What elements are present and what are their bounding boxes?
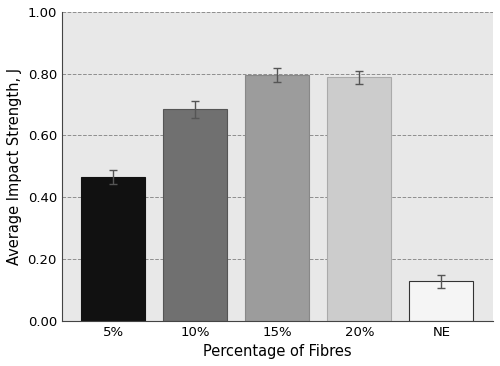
Y-axis label: Average Impact Strength, J: Average Impact Strength, J [7, 68, 22, 265]
X-axis label: Percentage of Fibres: Percentage of Fibres [203, 344, 352, 359]
Bar [82, 177, 146, 321]
Bar [246, 75, 310, 321]
Bar [164, 109, 228, 321]
Bar [328, 77, 392, 321]
Bar [410, 281, 474, 321]
